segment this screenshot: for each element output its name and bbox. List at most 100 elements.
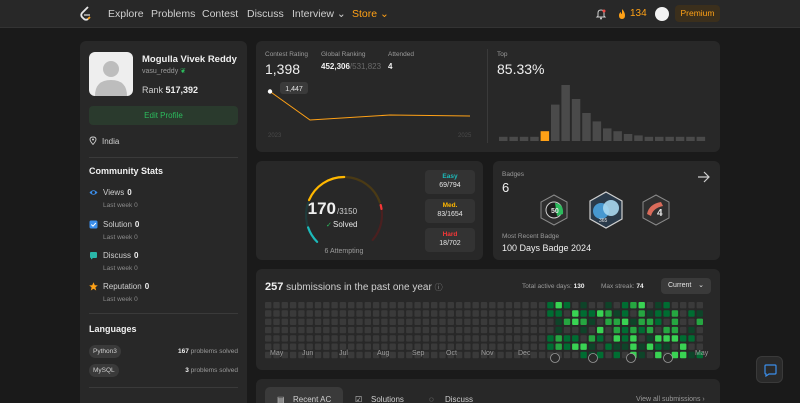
heatmap-cell[interactable]: [455, 326, 463, 334]
heatmap-cell[interactable]: [638, 302, 645, 309]
nav-contest[interactable]: Contest: [202, 8, 239, 20]
heatmap-cell[interactable]: [597, 335, 604, 342]
heatmap-cell[interactable]: [364, 335, 371, 342]
heatmap-cell[interactable]: [538, 310, 546, 317]
heatmap-cell[interactable]: [372, 335, 380, 342]
heatmap-cell[interactable]: [547, 310, 554, 317]
heatmap-cell[interactable]: [472, 335, 479, 342]
heatmap-cell[interactable]: [696, 318, 703, 325]
heatmap-cell[interactable]: [514, 318, 521, 325]
heatmap-cell[interactable]: [680, 343, 687, 350]
heatmap-cell[interactable]: [688, 318, 695, 325]
heatmap-cell[interactable]: [655, 335, 662, 342]
heatmap-cell[interactable]: [422, 302, 430, 309]
heatmap-cell[interactable]: [696, 343, 703, 350]
nav-store[interactable]: Store ⌄: [352, 8, 389, 20]
heatmap-cell[interactable]: [431, 318, 438, 325]
heatmap-cell[interactable]: [588, 310, 596, 317]
heatmap-cell[interactable]: [381, 302, 388, 309]
heatmap-cell[interactable]: [696, 310, 703, 317]
heatmap-cell[interactable]: [696, 335, 703, 342]
heatmap-cell[interactable]: [472, 310, 479, 317]
heatmap-cell[interactable]: [281, 335, 288, 342]
heatmap-cell[interactable]: [381, 351, 388, 359]
heatmap-cell[interactable]: [339, 302, 347, 309]
heatmap-cell[interactable]: [455, 343, 463, 350]
leetcode-logo-icon[interactable]: [79, 6, 93, 22]
heatmap-cell[interactable]: [621, 310, 629, 317]
heatmap-cell[interactable]: [389, 302, 396, 309]
heatmap-cell[interactable]: [497, 318, 504, 325]
nav-discuss[interactable]: Discuss: [247, 8, 284, 20]
bell-icon[interactable]: [595, 8, 607, 20]
heatmap-cell[interactable]: [372, 326, 380, 334]
heatmap-cell[interactable]: [563, 310, 571, 317]
heatmap-cell[interactable]: [480, 310, 488, 317]
heatmap-cell[interactable]: [281, 302, 288, 309]
heatmap-cell[interactable]: [572, 310, 579, 317]
heatmap-cell[interactable]: [489, 335, 496, 342]
heatmap-cell[interactable]: [265, 335, 272, 342]
heatmap-cell[interactable]: [455, 310, 463, 317]
badge-50-days-icon[interactable]: 50: [539, 194, 569, 226]
heatmap-cell[interactable]: [348, 326, 355, 334]
chat-button[interactable]: [756, 356, 783, 383]
heatmap-cell[interactable]: [289, 310, 297, 317]
heatmap-cell[interactable]: [613, 343, 620, 350]
heatmap-cell[interactable]: [348, 335, 355, 342]
heatmap-cell[interactable]: [514, 326, 521, 334]
fire-icon[interactable]: [617, 8, 627, 20]
heatmap-cell[interactable]: [381, 318, 388, 325]
heatmap-cell[interactable]: [455, 318, 463, 325]
heatmap-cell[interactable]: [563, 335, 571, 342]
heatmap-cell[interactable]: [356, 351, 363, 359]
heatmap-cell[interactable]: [671, 326, 679, 334]
heatmap-cell[interactable]: [381, 335, 388, 342]
year-select[interactable]: Current ⌄: [661, 278, 711, 294]
heatmap-cell[interactable]: [298, 326, 305, 334]
heatmap-cell[interactable]: [613, 335, 620, 342]
heatmap-cell[interactable]: [356, 302, 363, 309]
badge-marker-icon[interactable]: [588, 353, 598, 363]
heatmap-cell[interactable]: [646, 318, 654, 325]
heatmap-cell[interactable]: [447, 351, 454, 359]
heatmap-cell[interactable]: [680, 310, 687, 317]
heatmap-cell[interactable]: [439, 335, 446, 342]
heatmap-cell[interactable]: [364, 326, 371, 334]
heatmap-cell[interactable]: [381, 326, 388, 334]
heatmap-cell[interactable]: [439, 318, 446, 325]
heatmap-cell[interactable]: [605, 326, 612, 334]
heatmap-cell[interactable]: [663, 335, 670, 342]
heatmap-cell[interactable]: [397, 335, 405, 342]
heatmap-cell[interactable]: [455, 335, 463, 342]
heatmap-cell[interactable]: [505, 302, 513, 309]
heatmap-cell[interactable]: [348, 310, 355, 317]
heatmap-cell[interactable]: [630, 326, 637, 334]
heatmap-cell[interactable]: [281, 351, 288, 359]
heatmap-cell[interactable]: [472, 351, 479, 359]
heatmap-cell[interactable]: [464, 326, 471, 334]
heatmap-cell[interactable]: [688, 351, 695, 359]
heatmap-cell[interactable]: [356, 318, 363, 325]
heatmap-cell[interactable]: [538, 302, 546, 309]
heatmap-cell[interactable]: [331, 318, 338, 325]
heatmap-cell[interactable]: [597, 310, 604, 317]
heatmap-cell[interactable]: [580, 343, 587, 350]
arrow-right-icon[interactable]: [697, 170, 711, 184]
heatmap-cell[interactable]: [605, 302, 612, 309]
heatmap-cell[interactable]: [314, 351, 322, 359]
heatmap-cell[interactable]: [489, 310, 496, 317]
heatmap-cell[interactable]: [472, 326, 479, 334]
heatmap-cell[interactable]: [289, 326, 297, 334]
difficulty-easy[interactable]: Easy 69/794: [425, 170, 475, 194]
heatmap-cell[interactable]: [613, 302, 620, 309]
heatmap-cell[interactable]: [505, 318, 513, 325]
heatmap-cell[interactable]: [364, 351, 371, 359]
heatmap-cell[interactable]: [422, 335, 430, 342]
heatmap-cell[interactable]: [273, 310, 280, 317]
heatmap-cell[interactable]: [289, 318, 297, 325]
heatmap-cell[interactable]: [555, 343, 562, 350]
heatmap-cell[interactable]: [638, 326, 645, 334]
heatmap-cell[interactable]: [547, 335, 554, 342]
heatmap-cell[interactable]: [306, 343, 313, 350]
